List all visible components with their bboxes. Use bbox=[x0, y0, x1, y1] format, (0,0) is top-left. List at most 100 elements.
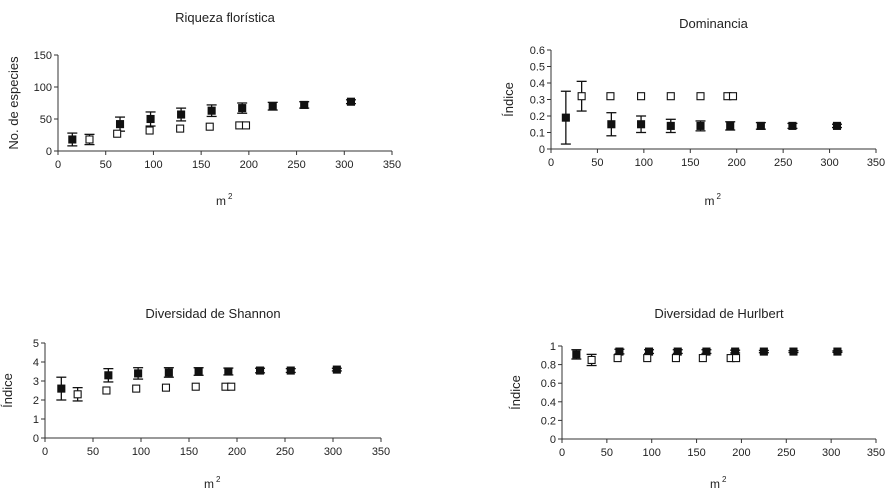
series-open-square bbox=[72, 382, 236, 402]
x-tick-label: 250 bbox=[287, 159, 305, 171]
data-point-filled bbox=[115, 120, 125, 129]
y-tick-label: 2 bbox=[33, 395, 39, 407]
x-tick-label: 0 bbox=[55, 159, 61, 171]
y-tick-label: 1 bbox=[550, 341, 556, 353]
x-axis-label: m bbox=[710, 477, 720, 491]
y-tick-label: 150 bbox=[34, 50, 52, 62]
data-point-open bbox=[102, 386, 111, 395]
y-tick-label: 100 bbox=[34, 82, 52, 94]
x-tick-label: 0 bbox=[548, 157, 554, 169]
data-point-open bbox=[637, 92, 646, 101]
x-tick-label: 350 bbox=[867, 447, 885, 459]
data-point-filled bbox=[224, 367, 233, 376]
data-point-filled bbox=[696, 121, 705, 130]
data-point-open bbox=[666, 92, 675, 101]
data-point-open bbox=[731, 354, 741, 363]
chart-title: Riqueza florística bbox=[175, 10, 275, 25]
x-tick-label: 50 bbox=[601, 447, 613, 459]
y-tick-label: 50 bbox=[40, 114, 52, 126]
data-point-filled bbox=[666, 121, 675, 130]
series-open-square bbox=[84, 121, 251, 146]
data-point-filled bbox=[177, 110, 186, 119]
x-tick-label: 200 bbox=[240, 159, 258, 171]
x-tick-label: 300 bbox=[820, 157, 838, 169]
x-tick-label: 300 bbox=[335, 159, 353, 171]
x-tick-label: 250 bbox=[276, 446, 294, 458]
data-point-filled bbox=[286, 366, 295, 375]
chart-title: Diversidad de Hurlbert bbox=[654, 306, 784, 321]
data-point-filled bbox=[731, 347, 740, 356]
y-tick-label: 0.6 bbox=[541, 378, 556, 390]
data-point-filled bbox=[57, 384, 66, 393]
x-tick-label: 100 bbox=[635, 157, 653, 169]
y-tick-label: 0.2 bbox=[541, 415, 556, 427]
x-tick-label: 50 bbox=[591, 157, 603, 169]
y-tick-label: 5 bbox=[33, 338, 39, 350]
y-tick-label: 0.2 bbox=[530, 111, 545, 123]
data-point-open bbox=[728, 92, 738, 101]
y-tick-label: 0 bbox=[46, 146, 52, 158]
y-axis-label: Índice bbox=[501, 82, 516, 117]
x-tick-label: 300 bbox=[822, 447, 840, 459]
x-axis-label: m bbox=[705, 194, 715, 208]
x-tick-label: 350 bbox=[867, 157, 885, 169]
y-axis-label: Índice bbox=[0, 373, 15, 408]
data-point-open bbox=[613, 354, 622, 363]
x-axis-label-superscript: 2 bbox=[717, 192, 722, 201]
x-tick-label: 0 bbox=[559, 447, 565, 459]
chart-panel-4: Diversidad de Hurlbert 0 0.2 0.4 0.6 0.8 1 0 50 1… bbox=[508, 306, 885, 491]
x-tick-label: 150 bbox=[192, 159, 210, 171]
data-point-filled bbox=[832, 121, 842, 130]
y-tick-label: 0.3 bbox=[530, 95, 545, 107]
data-point-filled bbox=[194, 367, 203, 376]
data-point-filled bbox=[207, 106, 216, 115]
data-point-open bbox=[241, 121, 251, 130]
y-tick-label: 0 bbox=[550, 434, 556, 446]
data-point-open bbox=[227, 382, 236, 391]
data-point-open bbox=[698, 354, 707, 363]
y-tick-label: 0 bbox=[539, 144, 545, 156]
data-point-filled bbox=[644, 347, 654, 356]
x-tick-label: 0 bbox=[42, 446, 48, 458]
y-tick-label: 0 bbox=[33, 433, 39, 445]
x-tick-label: 200 bbox=[728, 157, 746, 169]
data-point-filled bbox=[756, 121, 765, 130]
x-tick-label: 100 bbox=[643, 447, 661, 459]
x-tick-label: 100 bbox=[144, 159, 162, 171]
data-point-filled bbox=[572, 350, 581, 359]
y-tick-label: 0.5 bbox=[530, 62, 545, 74]
data-point-filled bbox=[268, 102, 277, 111]
data-point-open bbox=[176, 124, 185, 133]
x-axis-label-superscript: 2 bbox=[216, 475, 221, 484]
y-tick-label: 1 bbox=[33, 414, 39, 426]
data-point-filled bbox=[726, 121, 735, 130]
y-axis-label: Índice bbox=[508, 375, 523, 410]
y-tick-label: 0.4 bbox=[530, 78, 545, 90]
data-point-filled bbox=[300, 100, 309, 109]
data-point-filled bbox=[561, 113, 570, 122]
x-tick-label: 250 bbox=[774, 157, 792, 169]
data-point-filled bbox=[238, 104, 247, 113]
data-point-filled bbox=[104, 371, 113, 380]
data-point-open bbox=[696, 92, 705, 101]
data-point-filled bbox=[615, 347, 624, 356]
data-point-filled bbox=[68, 135, 77, 144]
data-point-filled bbox=[332, 365, 341, 374]
data-point-filled bbox=[833, 347, 842, 356]
data-point-open bbox=[132, 384, 141, 393]
x-tick-label: 50 bbox=[87, 446, 99, 458]
data-point-filled bbox=[759, 347, 768, 356]
x-tick-label: 50 bbox=[100, 159, 112, 171]
data-point-open bbox=[671, 354, 680, 363]
data-point-open bbox=[606, 92, 615, 101]
chart-panel-2: Dominancia 0 0.1 0.2 0.3 0.4 0.5 0.6 0 50 100 150 20… bbox=[501, 16, 885, 208]
data-point-filled bbox=[346, 97, 356, 106]
data-point-filled bbox=[134, 369, 143, 378]
x-axis-label: m bbox=[204, 477, 214, 491]
data-point-open bbox=[643, 354, 652, 363]
y-tick-label: 0.6 bbox=[530, 45, 545, 57]
data-point-filled bbox=[607, 120, 616, 129]
x-tick-label: 200 bbox=[732, 447, 750, 459]
data-point-filled bbox=[146, 114, 155, 124]
